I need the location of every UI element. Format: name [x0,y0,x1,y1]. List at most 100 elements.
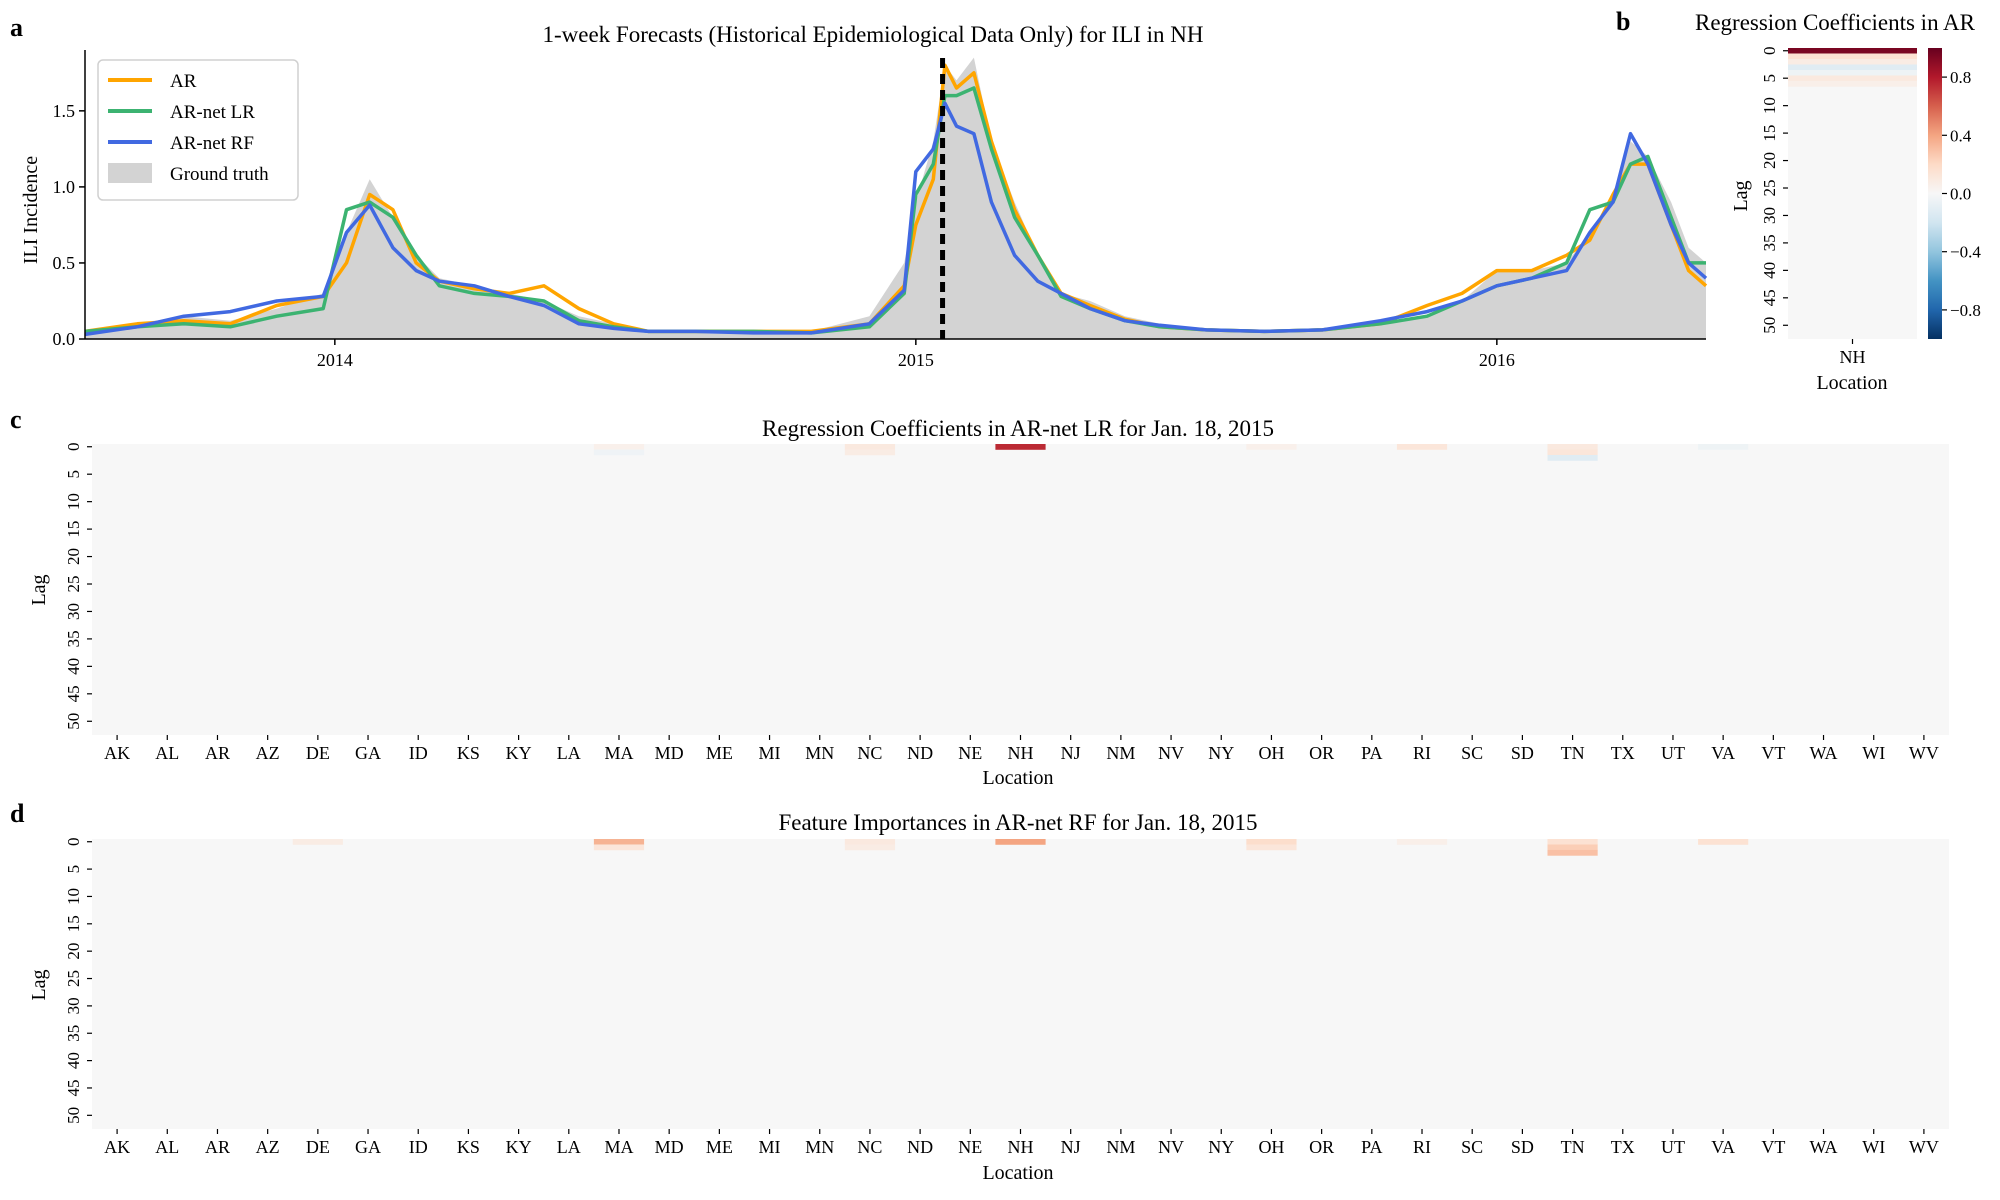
heatmap-cell [995,839,1046,845]
heatmap-cell [292,839,343,845]
y-tick-label: 40 [64,1052,83,1069]
legend-label: AR-net RF [170,133,254,154]
x-tick-label: VT [1761,743,1785,763]
y-tick-label: 10 [64,888,83,905]
y-tick-label: 0.0 [53,329,76,349]
legend-swatch [108,163,152,183]
y-tick-label: 45 [1760,289,1779,306]
x-tick-label: OH [1258,1137,1284,1157]
heatmap-cell [1698,839,1749,845]
ar-net-lr-heatmap: Regression Coefficients in AR-net LR for… [28,416,1949,789]
y-tick-label: 20 [64,548,83,565]
y-tick-label: 0 [64,837,83,846]
heatmap-cell [844,444,896,450]
heatmap-cell [1547,849,1598,856]
colorbar-tick-label: −0.4 [1950,243,1981,262]
heatmap-cell [1788,64,1917,71]
x-tick-label: WI [1862,743,1885,763]
y-tick-label: 40 [64,658,83,675]
x-tick-label: MN [805,743,834,763]
x-tick-label: TN [1561,743,1585,763]
heatmap-cell [995,444,1046,450]
x-tick-label: KY [506,743,532,763]
y-tick-label: 20 [64,943,83,960]
y-tick-label: 50 [1760,317,1779,334]
y-tick-label: 35 [64,1025,83,1042]
x-tick-label: PA [1361,1137,1382,1157]
series-line-1 [84,63,1708,334]
colorbar-tick-label: 0.0 [1950,185,1971,204]
y-tick-label: 40 [1760,262,1779,279]
x-tick-label: KS [457,743,480,763]
panel-letter-a: a [10,13,23,42]
x-tick-label: NC [857,743,882,763]
x-tick-label: ND [907,1137,933,1157]
chart-b-xlabel: Location [1816,372,1887,394]
y-tick-label: 50 [64,713,83,730]
x-tick-label: NY [1208,1137,1234,1157]
series-line-3 [84,101,1708,337]
heatmap-cell [1788,53,1917,60]
x-tick-label: MN [805,1137,834,1157]
y-tick-label: 15 [64,521,83,538]
heatmap-cell [844,449,896,456]
x-tick-label: NE [958,743,982,763]
heatmap-cell [1788,80,1917,87]
y-tick-label: 30 [1760,207,1779,224]
heatmap-cell [1396,839,1448,845]
y-tick-label: 5 [64,865,83,874]
chart-a-legend: AR AR-net LR AR-net RF Ground truth [97,59,299,201]
heatmap-cell [593,839,645,845]
chart-c-cells: AK AL AR AZ DE GA ID KS KY LA MA MD ME MI MN NC ND NE NH NJ… [64,442,1949,763]
x-tick-label: MD [655,1137,684,1157]
x-tick-label: WV [1909,743,1939,763]
heatmap-cell [1246,444,1297,450]
colorbar-tick-label: 0.8 [1950,68,1971,87]
x-tick-label: AL [155,743,179,763]
legend-label: AR-net LR [170,102,255,123]
x-tick-label: LA [557,1137,581,1157]
x-tick-label: 2014 [317,350,353,370]
x-tick-label: NJ [1061,1137,1081,1157]
y-tick-label: 35 [1760,234,1779,251]
heatmap-cell [1788,75,1917,82]
x-tick-label: TX [1611,743,1635,763]
x-tick-label: 2016 [1479,350,1515,370]
y-tick-label: 10 [1760,97,1779,114]
ar-net-rf-heatmap: Feature Importances in AR-net RF for Jan… [28,810,1949,1184]
chart-a-title: 1-week Forecasts (Historical Epidemiolog… [542,22,1203,47]
heatmap-cell [1547,444,1598,450]
y-tick-label: 25 [64,970,83,987]
y-tick-label: 5 [1760,74,1779,83]
x-tick-label: WA [1810,743,1838,763]
x-tick-label: MA [604,743,633,763]
y-tick-label: 50 [64,1107,83,1124]
ground-truth-area-layer [85,57,1706,339]
heatmap-cell [1396,444,1448,450]
colorbar-tick-label: 0.4 [1950,126,1972,145]
x-tick-label: NY [1208,743,1234,763]
y-tick-label: 25 [1760,180,1779,197]
heatmap-cell [1547,454,1598,461]
chart-a-ylabel: ILI Incidence [20,156,42,264]
heatmap-cell [1547,839,1598,845]
chart-c-title: Regression Coefficients in AR-net LR for… [762,416,1274,441]
y-tick-label: 45 [64,1079,83,1096]
panel-letter-d: d [10,799,25,828]
x-tick-label: NV [1158,743,1184,763]
chart-d-xlabel: Location [982,1162,1053,1184]
y-tick-label: 0 [64,442,83,451]
y-tick-label: 30 [64,603,83,620]
panel-letter-c: c [10,405,22,434]
y-tick-label: 0.5 [53,253,76,273]
x-tick-label: 2015 [898,350,934,370]
x-tick-label: ID [409,743,428,763]
heatmap-background [92,839,1949,1129]
series-ground-truth-area [85,57,1706,339]
x-tick-label: AR [205,743,230,763]
x-tick-label: NV [1158,1137,1184,1157]
x-tick-label: TX [1611,1137,1635,1157]
heatmap-background [1788,48,1917,339]
x-tick-label: DE [306,1137,330,1157]
x-tick-label: NH [1008,1137,1034,1157]
